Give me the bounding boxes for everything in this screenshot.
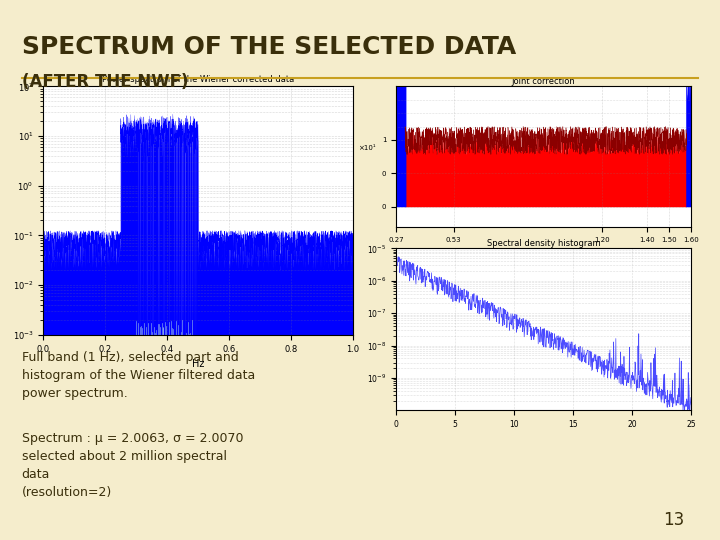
Text: Full band (1 Hz), selected part and
histogram of the Wiener filtered data
power : Full band (1 Hz), selected part and hist… (22, 351, 255, 400)
Text: 13: 13 (662, 511, 684, 529)
Text: SPECTRUM OF THE SELECTED DATA: SPECTRUM OF THE SELECTED DATA (22, 35, 516, 59)
Text: ×10¹: ×10¹ (358, 145, 375, 151)
Title: Joint correction: Joint correction (512, 77, 575, 86)
Text: Spectrum : μ = 2.0063, σ = 2.0070
selected about 2 million spectral
data
(resolu: Spectrum : μ = 2.0063, σ = 2.0070 select… (22, 432, 243, 499)
Title: Power spectrum of the Wiener corrected data: Power spectrum of the Wiener corrected d… (102, 75, 294, 84)
X-axis label: Hz: Hz (192, 359, 204, 369)
Title: Spectral density histogram: Spectral density histogram (487, 239, 600, 248)
Text: (AFTER THE NWF): (AFTER THE NWF) (22, 73, 188, 91)
X-axis label: Hz: Hz (539, 248, 549, 257)
